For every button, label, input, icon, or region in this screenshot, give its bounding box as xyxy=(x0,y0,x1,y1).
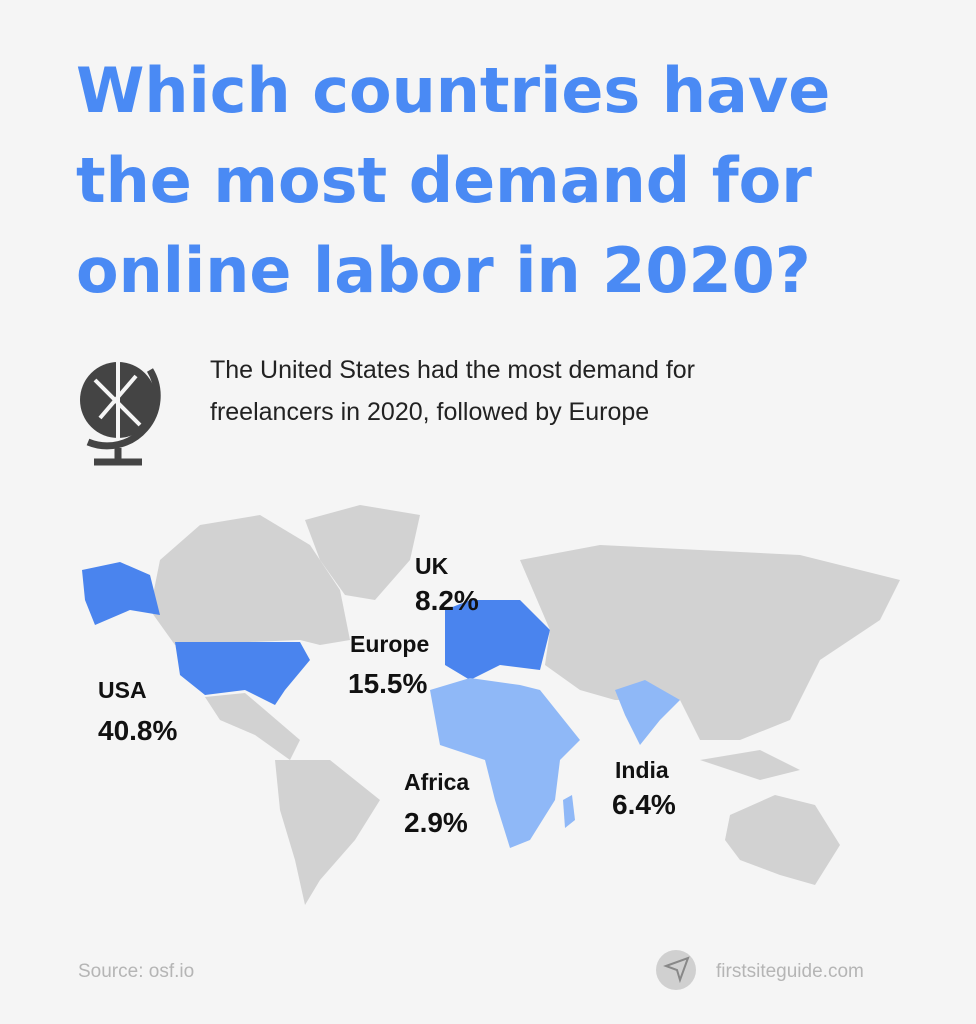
region-value: 15.5% xyxy=(348,668,427,699)
world-map xyxy=(82,505,900,905)
brand-logo-arrow xyxy=(663,956,690,984)
region-value: 40.8% xyxy=(98,715,177,746)
subtitle-line: freelancers in 2020, followed by Europe xyxy=(210,398,649,426)
title-line: the most demand for xyxy=(76,144,812,217)
brand: firstsiteguide.com xyxy=(716,961,864,982)
region-value: 6.4% xyxy=(612,789,676,820)
region-name: Africa xyxy=(404,769,469,795)
region-value: 8.2% xyxy=(415,585,479,616)
region-value: 2.9% xyxy=(404,807,468,838)
subtitle-line: The United States had the most demand fo… xyxy=(210,356,695,384)
title-line: Which countries have xyxy=(76,54,830,127)
source: Source: osf.io xyxy=(78,961,194,982)
title-line: online labor in 2020? xyxy=(76,234,811,307)
region-name: India xyxy=(615,757,669,783)
region-name: UK xyxy=(415,553,449,579)
globe-icon xyxy=(80,362,161,466)
region-name: Europe xyxy=(350,631,429,657)
region-name: USA xyxy=(98,677,147,703)
